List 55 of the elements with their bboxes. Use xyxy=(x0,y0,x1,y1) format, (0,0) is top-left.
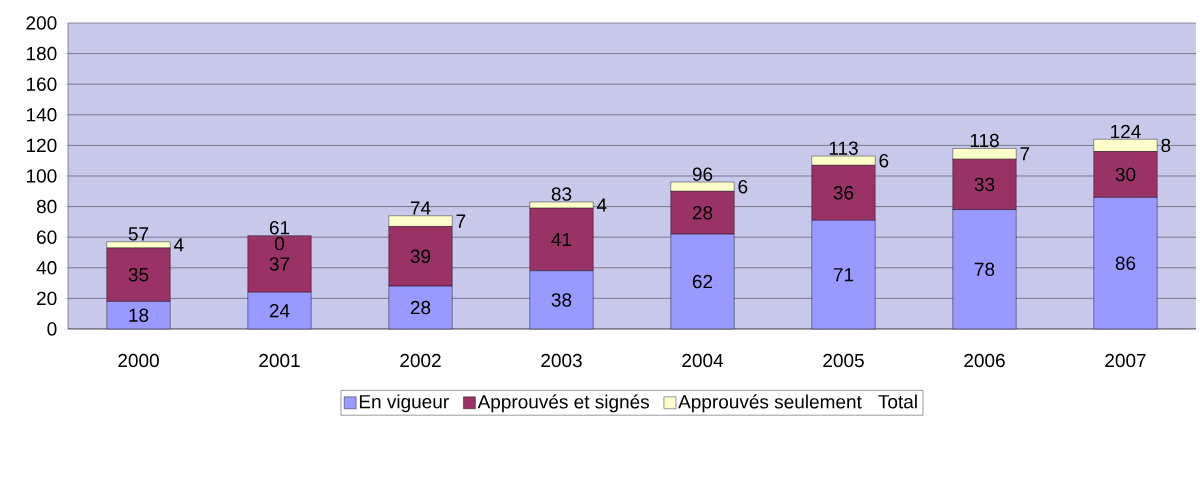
x-tick-label: 2005 xyxy=(823,353,864,368)
y-tick-label: 20 xyxy=(37,291,57,306)
total-label: 113 xyxy=(829,141,858,155)
total-label: 61 xyxy=(269,221,290,235)
legend-label: Approuvés et signés xyxy=(477,394,650,413)
x-tick-label: 2004 xyxy=(682,353,724,368)
y-tick-label: 120 xyxy=(26,138,57,153)
data-label: 33 xyxy=(974,177,995,192)
data-label: 38 xyxy=(551,293,572,307)
data-label: 24 xyxy=(269,303,290,318)
y-tick-label: 160 xyxy=(26,77,57,91)
x-tick-label: 2006 xyxy=(964,353,1005,368)
total-label: 124 xyxy=(1111,124,1141,139)
data-label: 39 xyxy=(410,249,431,264)
data-label: 71 xyxy=(833,268,854,282)
text: Total xyxy=(878,394,917,409)
y-tick-label: 140 xyxy=(26,108,57,122)
x-tick-label: 2003 xyxy=(541,353,582,368)
data-label: 37 xyxy=(269,257,290,271)
data-label: 8 xyxy=(1161,138,1171,153)
data-label: 6 xyxy=(879,153,889,168)
data-label: 28 xyxy=(692,205,713,220)
data-label: 36 xyxy=(833,186,854,200)
y-tick-label: 100 xyxy=(26,169,57,183)
data-label: 6 xyxy=(738,179,748,194)
total-label: 118 xyxy=(970,133,999,148)
data-label: 7 xyxy=(456,214,466,228)
data-label: 30 xyxy=(1115,167,1136,182)
y-tick-label: 0 xyxy=(47,322,57,336)
x-tick-label: 2000 xyxy=(118,353,159,368)
data-label: 28 xyxy=(410,300,431,315)
data-label: 4 xyxy=(596,198,607,212)
x-tick-label: 2001 xyxy=(259,353,300,368)
data-label: 86 xyxy=(1115,256,1136,270)
total-label: 83 xyxy=(551,187,572,201)
data-label: 41 xyxy=(551,232,572,247)
x-tick-label: 2002 xyxy=(400,353,441,368)
y-tick-label: 200 xyxy=(26,16,57,30)
total-label: 96 xyxy=(692,167,713,181)
y-tick-label: 60 xyxy=(37,230,57,244)
y-tick-label: 80 xyxy=(36,199,57,214)
y-tick-label: 40 xyxy=(36,261,57,275)
data-label: 78 xyxy=(974,262,995,277)
data-label: 0 xyxy=(274,236,285,251)
data-label: 4 xyxy=(173,238,184,252)
data-label: 7 xyxy=(1020,147,1030,161)
total-label: 74 xyxy=(410,201,431,215)
data-label: 18 xyxy=(129,308,149,322)
data-label: 62 xyxy=(692,274,713,289)
x-tick-label: 2007 xyxy=(1105,353,1146,368)
legend-label: En vigueur xyxy=(359,394,449,413)
legend-label: Approuvés seulement xyxy=(678,394,862,413)
total-label: 57 xyxy=(128,227,149,241)
data-label: 35 xyxy=(128,267,149,282)
y-tick-label: 180 xyxy=(26,46,57,61)
